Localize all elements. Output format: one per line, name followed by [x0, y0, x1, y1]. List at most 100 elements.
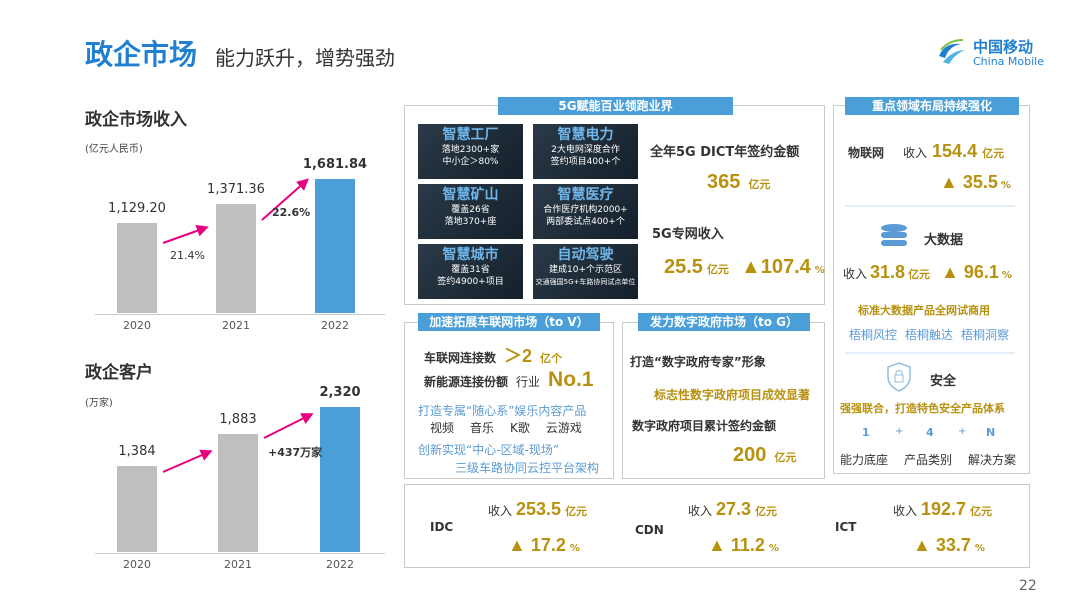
private-pct: %: [814, 265, 825, 276]
tile-line: 落地2300+家: [441, 145, 500, 155]
ent-item: K歌: [510, 421, 530, 435]
china-mobile-logo: 中国移动 China Mobile: [935, 36, 1045, 72]
dict-label: 全年5G DICT年签约金额: [650, 145, 800, 160]
tile-line: 2大电网深度合作: [551, 145, 620, 155]
bar: [320, 407, 360, 552]
panel-tog-header: 发力数字政府市场（to G）: [638, 313, 810, 331]
industry-tile: 智慧医疗 合作医疗机构2000+ 两部委试点400+个: [533, 184, 638, 239]
ev-row: 新能源连接份额 行业 No.1: [424, 368, 594, 392]
service-pct: %: [768, 543, 779, 554]
ev-pre: 行业: [516, 375, 541, 389]
bar: [218, 434, 258, 552]
bar-value-label: 1,384: [118, 443, 156, 459]
tile-title: 自动驾驶: [557, 247, 614, 263]
chart-title: 政企市场收入: [85, 110, 187, 130]
bar-value-label: 1,883: [219, 412, 257, 428]
x-tick-label: 2021: [224, 558, 252, 571]
ent-text: 打造专属“随心系”娱乐内容产品: [418, 404, 587, 418]
ent-item: 视频: [430, 421, 455, 435]
bar: [315, 178, 355, 313]
bigdata-note: 标准大数据产品全网试商用: [858, 304, 990, 317]
panel-tov-header: 加速拓展车联网市场（to V）: [418, 313, 600, 331]
tile-title: 智慧电力: [557, 127, 614, 143]
conn-label: 车联网连接数: [424, 351, 497, 365]
tile-line: 中小企＞80%: [442, 157, 499, 167]
bigdata-growth: ▲ 96.1: [941, 262, 999, 282]
dict-amount: 365 亿元: [707, 171, 770, 194]
growth-label: 21.4%: [170, 249, 205, 262]
page-subtitle: 能力跃升，增势强劲: [215, 46, 395, 70]
service-unit: 亿元: [755, 505, 778, 518]
tog-value: 200: [733, 444, 767, 466]
service-growth-row: ▲ 17.2%: [508, 535, 580, 556]
industry-tile: 自动驾驶 建成10+个示范区 交通强国5G+车路协同试点单位: [533, 244, 638, 299]
tog-line-2: 标志性数字政府项目成效显著: [654, 388, 811, 402]
dict-value: 365: [707, 171, 741, 193]
security-label: 产品类别: [904, 453, 953, 467]
bigdata-unit: 亿元: [908, 268, 931, 281]
dict-unit: 亿元: [748, 178, 771, 191]
security-name: 安全: [930, 374, 957, 389]
ent-items: 视频 音乐 K歌 云游戏: [430, 419, 582, 436]
service-revenue-row: 收入 192.7 亿元: [893, 499, 992, 520]
bar-value-label: 1,371.36: [207, 181, 265, 197]
industry-tile: 智慧矿山 覆盖26省 落地370+座: [418, 184, 523, 239]
service-revenue-row: 收入 27.3 亿元: [688, 499, 777, 520]
service-unit: 亿元: [970, 505, 993, 518]
bigdata-name: 大数据: [924, 233, 964, 248]
formula-item: N: [986, 426, 996, 439]
bigdata-product: 梧桐触达: [905, 328, 954, 342]
formula-item: 1: [862, 426, 870, 439]
private-value: 25.5: [664, 256, 703, 278]
inno-text-1: 创新实现“中心-区域-现场”: [418, 443, 560, 457]
bigdata-products: 梧桐风控 梧桐触达 梧桐洞察: [849, 326, 1009, 343]
panel-5g-header: 5G赋能百业领跑业界: [498, 97, 733, 115]
x-axis: [95, 314, 385, 315]
tog-line-1: 打造“数字政府专家”形象: [630, 355, 766, 369]
bar: [117, 223, 157, 313]
bar: [117, 465, 157, 552]
tile-title: 智慧工厂: [442, 127, 499, 143]
panel-bottom: [404, 484, 1030, 568]
x-tick-label: 2021: [222, 319, 250, 332]
page-title: 政企市场: [85, 38, 198, 71]
bar-value-label: 1,681.84: [302, 156, 368, 172]
service-rev: 收入: [488, 504, 513, 518]
panel-key-header: 重点领域布局持续强化: [845, 97, 1019, 115]
private-unit: 亿元: [706, 263, 729, 276]
x-tick-label: 2020: [123, 558, 151, 571]
ent-item: 云游戏: [545, 421, 582, 435]
formula-item: 4: [926, 426, 934, 439]
service-pct: %: [974, 543, 985, 554]
iot-row: 物联网 收入 154.4 亿元: [848, 141, 1004, 162]
shield-lock-icon: [887, 362, 911, 392]
service-pct: %: [569, 543, 580, 554]
tile-line: 两部委试点400+个: [546, 217, 625, 227]
service-revenue-row: 收入 253.5 亿元: [488, 499, 587, 520]
service-value: 253.5: [516, 499, 562, 519]
growth-label: +437万家: [268, 446, 323, 459]
tile-line: 合作医疗机构2000+: [543, 205, 628, 215]
tile-title: 智慧矿山: [442, 187, 499, 203]
service-value: 27.3: [716, 499, 752, 519]
bigdata-rev: 收入: [843, 267, 868, 281]
x-tick-label: 2022: [321, 319, 349, 332]
formula-item: +: [895, 426, 904, 437]
chart-unit: (万家): [85, 398, 113, 409]
divider: [845, 205, 1015, 207]
service-growth: ▲ 33.7: [913, 535, 971, 555]
growth-label: 22.6%: [272, 206, 311, 219]
tile-line: 交通强国5G+车路协同试点单位: [535, 278, 636, 286]
conn-row: 车联网连接数 ＞2 亿个: [424, 342, 562, 368]
iot-rev: 收入: [903, 146, 928, 160]
logo-text-cn: 中国移动: [973, 38, 1034, 56]
service-growth-row: ▲ 33.7%: [913, 535, 985, 556]
security-labels: 能力底座 产品类别 解决方案: [840, 451, 1016, 468]
tile-title: 智慧城市: [442, 247, 499, 263]
tile-line: 签约4900+项目: [437, 277, 504, 287]
service-growth-row: ▲ 11.2%: [708, 535, 779, 556]
bigdata-value: 31.8: [870, 262, 906, 282]
iot-growth-row: ▲ 35.5 %: [940, 172, 1011, 193]
service-growth: ▲ 17.2: [508, 535, 566, 555]
service-name: IDC: [430, 520, 454, 534]
